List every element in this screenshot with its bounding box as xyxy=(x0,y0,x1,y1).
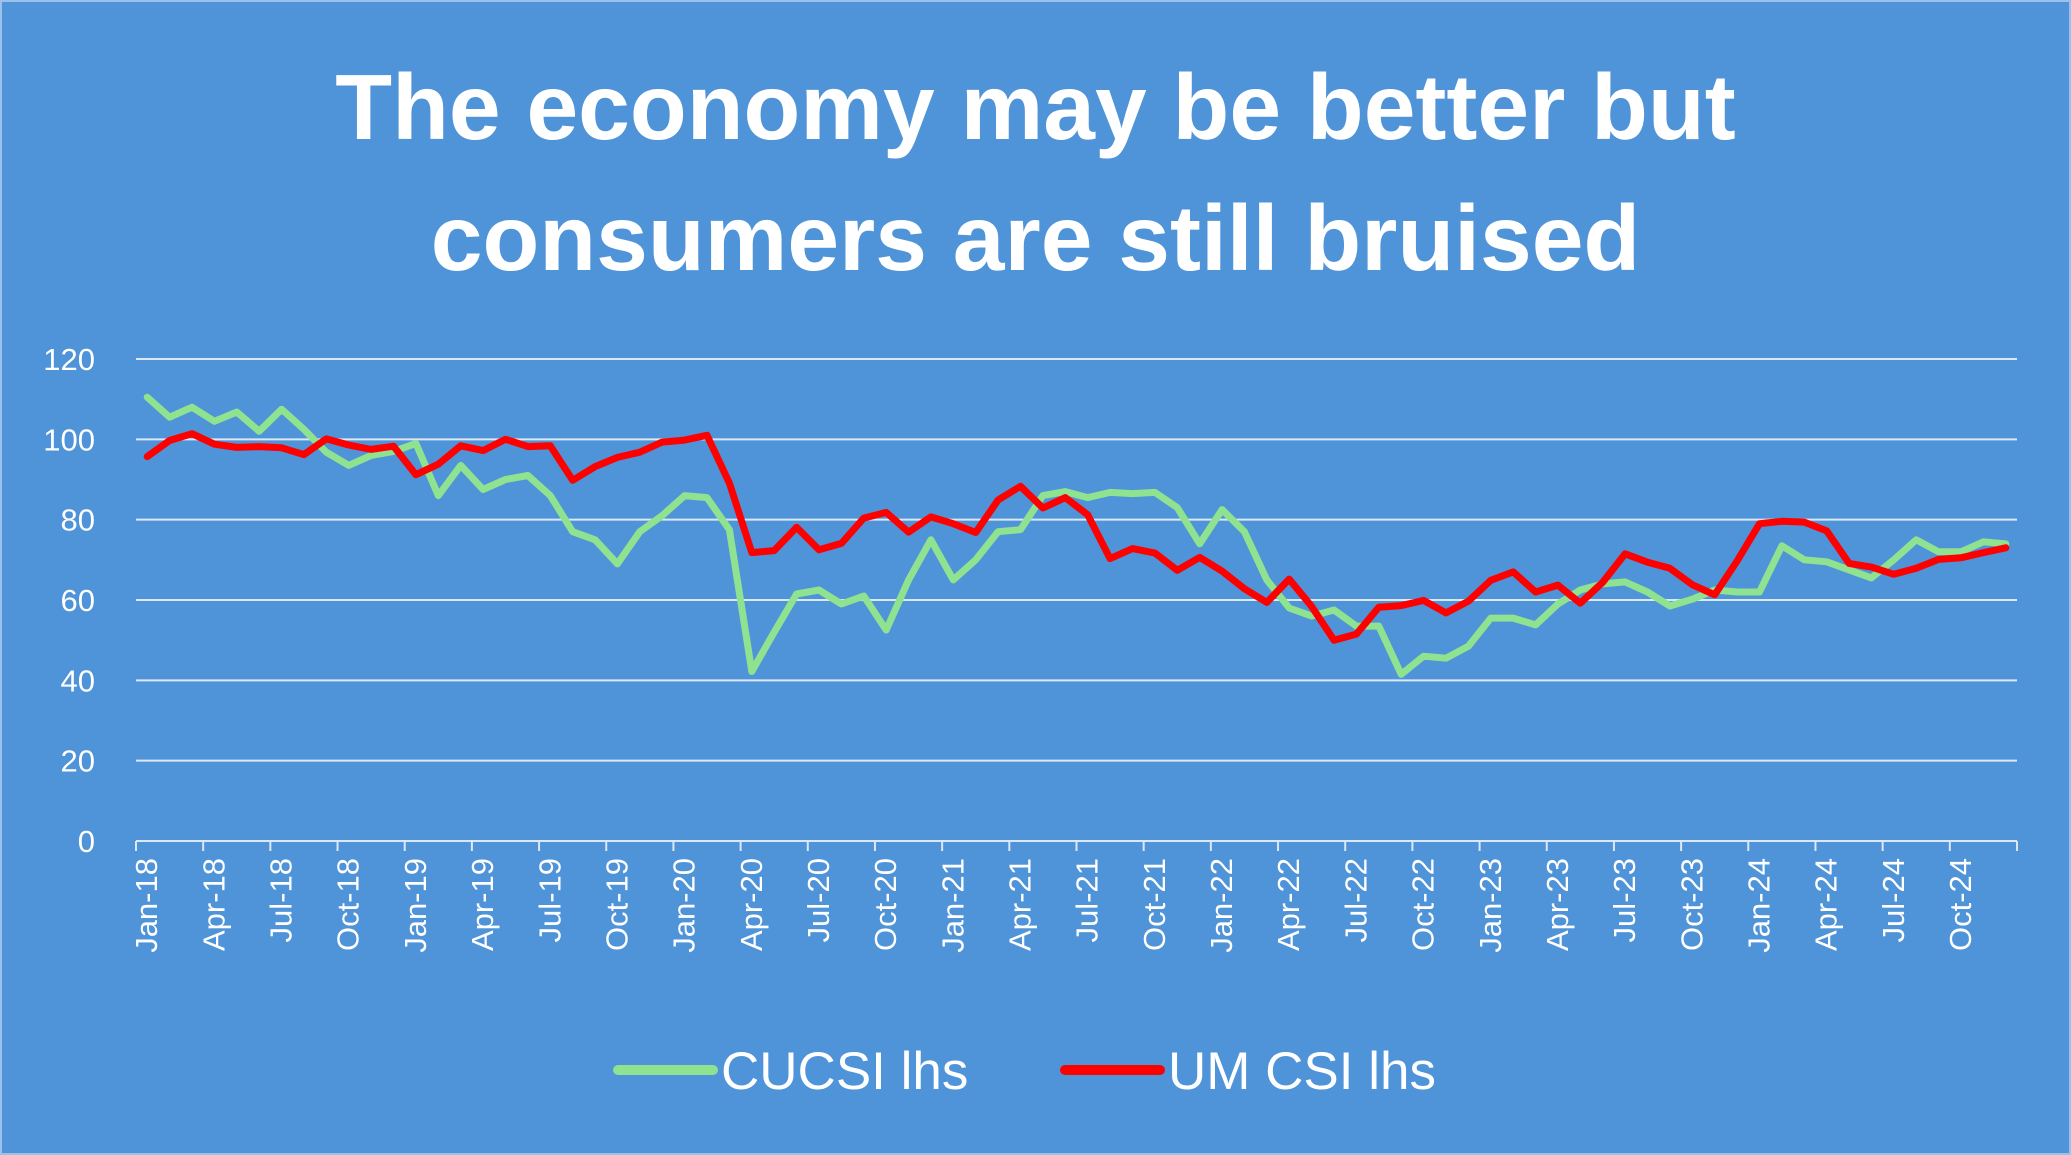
x-tick-label-Jul-24: Jul-24 xyxy=(1876,858,1911,942)
x-tick-label-Jan-22: Jan-22 xyxy=(1204,858,1239,953)
x-tick-label-Jan-21: Jan-21 xyxy=(935,858,970,953)
x-tick-label-Apr-20: Apr-20 xyxy=(734,858,769,951)
gridlines xyxy=(136,358,2017,762)
x-tick-label-Oct-20: Oct-20 xyxy=(868,858,903,951)
chart-title: The economy may be better but consumers … xyxy=(0,42,2071,304)
x-tick-label-Apr-21: Apr-21 xyxy=(1003,858,1038,951)
y-tick-label-0: 0 xyxy=(78,824,95,859)
chart-title-line-1: The economy may be better but xyxy=(335,55,1736,159)
x-tick-label-Oct-24: Oct-24 xyxy=(1943,858,1978,951)
x-tick-label-Jan-20: Jan-20 xyxy=(667,858,702,953)
x-tick-label-Jan-19: Jan-19 xyxy=(398,858,433,953)
y-tick-label-120: 120 xyxy=(43,342,95,377)
chart-title-line-2: consumers are still bruised xyxy=(430,186,1641,290)
series-line-0 xyxy=(143,393,2010,678)
x-tick-label-Oct-22: Oct-22 xyxy=(1406,858,1441,951)
x-tick-label-Jan-24: Jan-24 xyxy=(1741,858,1776,953)
legend: CUCSI lhs UM CSI lhs xyxy=(613,1042,1436,1101)
x-axis-tick-labels: Jan-18 Apr-18 Jul-18 Oct-18 Jan-19 Apr-19 Jul-… xyxy=(129,858,1978,953)
x-tick-label-Apr-24: Apr-24 xyxy=(1809,858,1844,951)
x-tick-label-Apr-18: Apr-18 xyxy=(196,858,231,951)
x-tick-label-Jan-23: Jan-23 xyxy=(1473,858,1508,953)
y-tick-label-20: 20 xyxy=(61,744,95,779)
x-tick-label-Jan-18: Jan-18 xyxy=(129,858,164,953)
x-tick-label-Jul-22: Jul-22 xyxy=(1338,858,1373,942)
x-tick-label-Apr-23: Apr-23 xyxy=(1540,858,1575,951)
x-tick-label-Apr-22: Apr-22 xyxy=(1271,858,1306,951)
y-tick-label-40: 40 xyxy=(61,663,95,698)
legend-label-1: UM CSI lhs xyxy=(1168,1042,1436,1101)
legend-label-0: CUCSI lhs xyxy=(721,1042,968,1101)
y-tick-label-100: 100 xyxy=(43,422,95,457)
x-tick-label-Oct-18: Oct-18 xyxy=(331,858,366,951)
x-tick-label-Apr-19: Apr-19 xyxy=(465,858,500,951)
x-tick-label-Jul-23: Jul-23 xyxy=(1607,858,1642,942)
x-tick-label-Oct-23: Oct-23 xyxy=(1674,858,1709,951)
x-tick-label-Oct-21: Oct-21 xyxy=(1137,858,1172,951)
x-tick-label-Jul-18: Jul-18 xyxy=(264,858,299,942)
y-axis-tick-labels: 0 20 40 60 80 100 120 xyxy=(43,342,95,859)
y-tick-label-80: 80 xyxy=(61,503,95,538)
x-tick-label-Jul-21: Jul-21 xyxy=(1070,858,1105,942)
x-axis xyxy=(135,840,2018,851)
x-tick-label-Jul-20: Jul-20 xyxy=(801,858,836,942)
series-line-1 xyxy=(143,430,2010,644)
x-tick-label-Oct-19: Oct-19 xyxy=(599,858,634,951)
x-tick-label-Jul-19: Jul-19 xyxy=(532,858,567,942)
series-lines xyxy=(143,393,2010,678)
y-tick-label-60: 60 xyxy=(61,583,95,618)
